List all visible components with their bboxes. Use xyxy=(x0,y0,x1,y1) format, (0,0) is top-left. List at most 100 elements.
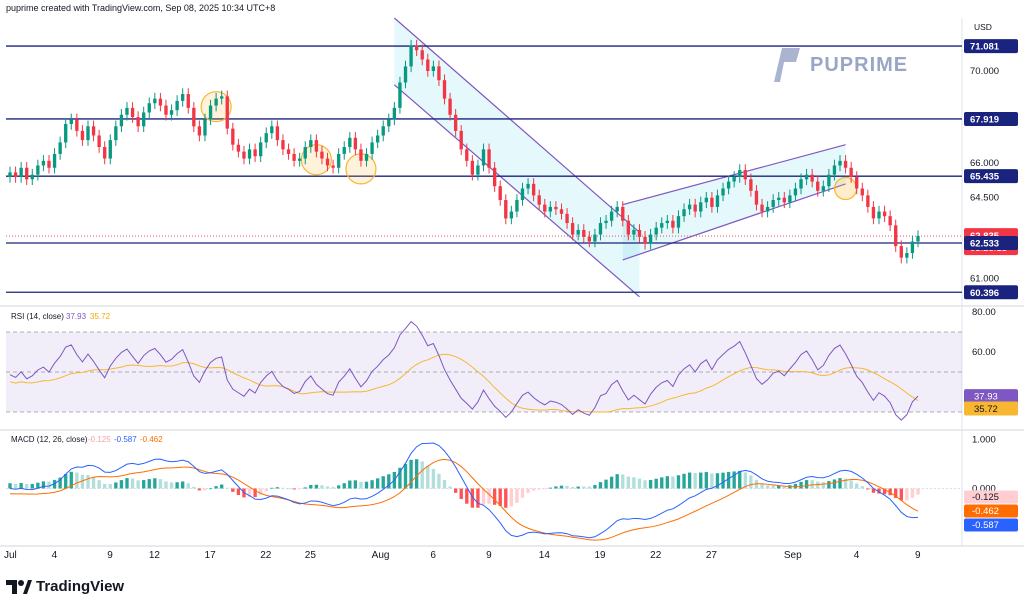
macd-histogram-bar xyxy=(504,488,508,508)
candle-body xyxy=(225,96,229,129)
candle-body xyxy=(754,190,759,205)
macd-histogram-bar xyxy=(765,485,770,489)
macd-histogram-bar xyxy=(158,479,163,489)
candle-body xyxy=(526,183,530,189)
macd-histogram-bar xyxy=(877,488,881,494)
candle-body xyxy=(632,229,636,235)
macd-histogram-bar xyxy=(125,478,129,489)
candle-body xyxy=(203,119,207,136)
macd-histogram-bar xyxy=(632,477,636,489)
price-tick-label: 70.000 xyxy=(970,66,999,77)
macd-histogram-bar xyxy=(559,485,564,489)
candle-body xyxy=(576,229,580,235)
macd-line xyxy=(9,442,919,539)
macd-histogram-bar xyxy=(704,472,708,489)
macd-histogram-bar xyxy=(515,488,519,503)
tradingview-logo[interactable]: TradingView xyxy=(6,578,124,595)
falling-channel-fill xyxy=(394,18,640,297)
candle-body xyxy=(108,140,112,159)
rsi-ma-tag xyxy=(964,401,1018,416)
macd-histogram-bar xyxy=(69,471,73,489)
time-tick-label: 12 xyxy=(149,550,161,561)
macd-histogram-bar xyxy=(348,480,352,489)
macd-histogram-bar xyxy=(899,488,903,501)
time-tick-label: 25 xyxy=(305,550,317,561)
candle-body xyxy=(916,236,920,242)
candle-body xyxy=(342,147,346,154)
candle-body xyxy=(69,119,73,124)
macd-histogram-bar xyxy=(905,488,909,501)
macd-histogram-bar xyxy=(52,479,57,489)
time-tick-label: 6 xyxy=(430,550,436,561)
macd-histogram-bar xyxy=(465,488,469,504)
candle-body xyxy=(604,220,608,224)
macd-histogram-bar xyxy=(637,478,642,489)
candle-body xyxy=(721,188,725,196)
candle-body xyxy=(570,223,575,235)
rsi-ma-line xyxy=(9,353,919,413)
macd-histogram-bar xyxy=(843,478,848,489)
level-price-label: 62.533 xyxy=(970,239,999,250)
candle-body xyxy=(671,220,675,228)
macd-histogram-bar xyxy=(682,473,686,489)
time-tick-label: Aug xyxy=(372,550,390,561)
candle-body xyxy=(693,204,697,212)
macd-histogram-bar xyxy=(114,482,118,489)
candle-body xyxy=(548,206,553,212)
macd-histogram-bar xyxy=(303,487,307,489)
candle-body xyxy=(565,213,569,224)
candle-body xyxy=(442,80,447,99)
candle-body xyxy=(660,223,664,228)
macd-histogram-bar xyxy=(108,484,112,489)
candle-body xyxy=(788,195,792,203)
rsi-tick-label: 60.00 xyxy=(972,347,996,358)
macd-histogram-bar xyxy=(576,486,580,489)
macd-histogram-bar xyxy=(531,488,536,491)
candle-body xyxy=(169,110,174,115)
macd-value-tag-label: -0.462 xyxy=(972,506,999,517)
macd-histogram-bar xyxy=(660,477,664,489)
macd-histogram-bar xyxy=(832,479,837,489)
rsi-ma-value: 35.72 xyxy=(90,312,111,321)
macd-histogram-bar xyxy=(671,476,675,489)
candle-body xyxy=(314,140,319,152)
macd-histogram-bar xyxy=(91,476,96,489)
candle-body xyxy=(403,66,408,83)
candle-body xyxy=(8,172,12,177)
macd-histogram-bar xyxy=(342,483,346,489)
candle-body xyxy=(520,188,525,201)
candle-body xyxy=(598,223,603,235)
macd-histogram-bar xyxy=(598,482,603,489)
macd-histogram-bar xyxy=(225,487,229,489)
macd-histogram-bar xyxy=(231,488,235,492)
candle-body xyxy=(281,140,285,150)
candle-body xyxy=(910,241,915,254)
candle-body xyxy=(849,167,853,177)
macd-histogram-bar xyxy=(849,480,853,489)
candle-body xyxy=(220,96,224,99)
macd-histogram-bar xyxy=(86,475,90,489)
candle-body xyxy=(821,186,825,191)
candle-body xyxy=(793,188,798,196)
candle-body xyxy=(905,253,909,258)
macd-histogram-bar xyxy=(281,487,285,489)
macd-histogram-bar xyxy=(626,476,631,489)
macd-histogram-bar xyxy=(409,459,413,489)
macd-histogram-bar xyxy=(793,483,798,489)
candle-body xyxy=(64,123,68,143)
candle-body xyxy=(810,174,814,182)
macd-tick-label: 1.000 xyxy=(972,434,996,445)
candle-body xyxy=(804,174,809,180)
time-tick-label: 4 xyxy=(52,550,58,561)
macd-histogram-bar xyxy=(103,483,107,489)
candle-body xyxy=(275,126,280,141)
candle-body xyxy=(297,158,302,161)
macd-histogram-bar xyxy=(749,475,753,489)
macd-histogram-bar xyxy=(882,488,887,495)
candle-body xyxy=(47,160,51,168)
macd-histogram-bar xyxy=(615,474,619,489)
candle-body xyxy=(19,167,23,177)
macd-histogram-bar xyxy=(453,488,458,493)
macd-histogram-bar xyxy=(325,486,330,489)
